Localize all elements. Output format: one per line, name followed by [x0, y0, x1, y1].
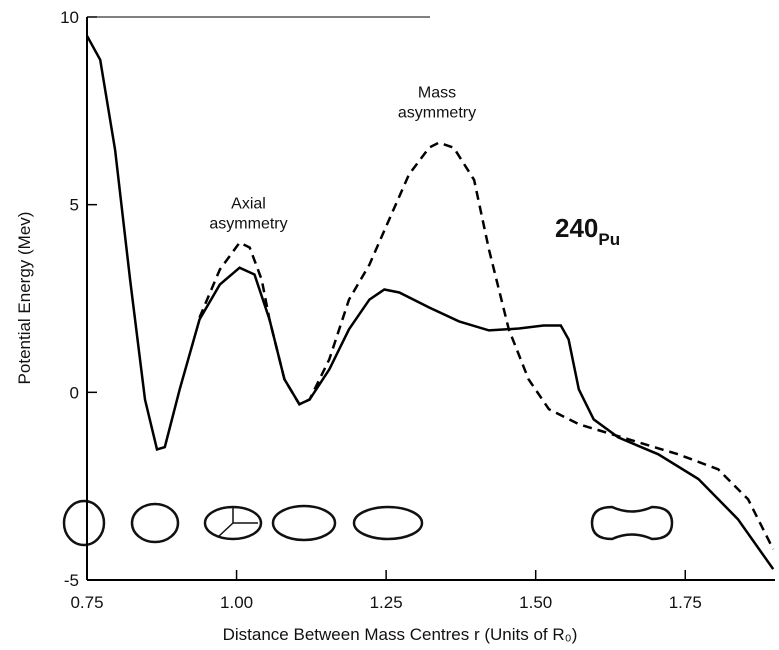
- annotation-line: asymmetry: [398, 105, 476, 122]
- x-tick-label: 1.75: [669, 593, 702, 612]
- y-axis-label: Potential Energy (Mev): [15, 212, 34, 385]
- annotation-line: asymmetry: [209, 215, 287, 232]
- annotation-line: Axial: [231, 195, 266, 212]
- y-tick-label: 10: [60, 8, 79, 27]
- y-tick-label: -5: [64, 571, 79, 590]
- x-tick-label: 1.25: [370, 593, 403, 612]
- x-axis-label: Distance Between Mass Centres r (Units o…: [223, 625, 578, 644]
- x-tick-label: 1.00: [220, 593, 253, 612]
- x-tick-label: 0.75: [70, 593, 103, 612]
- y-tick-label: 5: [70, 196, 79, 215]
- annotation: Mass asymmetry: [398, 85, 476, 122]
- line-series: [85, 35, 775, 570]
- element: Pu: [598, 230, 620, 249]
- x-tick-label: 1.50: [519, 593, 552, 612]
- line-series: [198, 141, 775, 550]
- shapes: [62, 499, 674, 547]
- mass-number: 240: [555, 213, 598, 243]
- nucleus-label: 240Pu: [555, 213, 620, 249]
- annotation: Axial asymmetry: [209, 195, 287, 232]
- annotation-line: Mass: [418, 85, 456, 102]
- y-tick-label: 0: [70, 383, 79, 402]
